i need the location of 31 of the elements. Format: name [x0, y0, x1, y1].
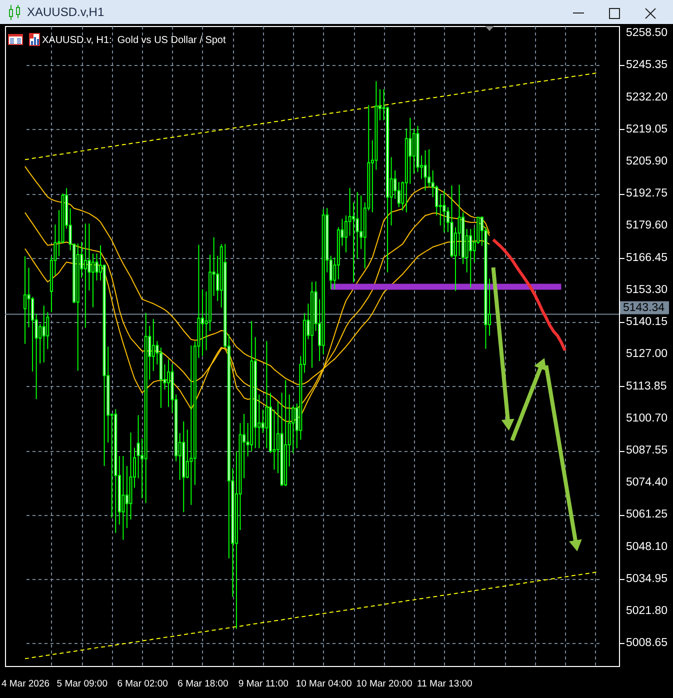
- y-tick-label: 5048.10: [626, 540, 668, 553]
- x-tick-label: 6 Mar 18:00: [178, 678, 228, 690]
- y-tick-label: 5008.65: [626, 637, 668, 650]
- y-tick-label: 5087.55: [626, 444, 668, 457]
- y-tick-label: 5034.95: [626, 572, 668, 585]
- x-tick-label: 5 Mar 09:00: [56, 678, 108, 690]
- y-tick-label: 5166.45: [626, 252, 668, 264]
- y-tick-label: 5127.00: [626, 348, 668, 360]
- y-tick-label: 5219.05: [626, 123, 668, 136]
- x-tick-label: 4 Mar 2026: [1, 678, 50, 690]
- y-tick-label: 5100.70: [626, 412, 668, 424]
- x-tick-label: 9 Mar 11:00: [238, 678, 288, 690]
- y-tick-label: 5140.15: [626, 316, 668, 328]
- x-tick-label: 6 Mar 02:00: [117, 678, 168, 690]
- y-tick-label: 5153.30: [626, 284, 668, 296]
- y-tick-label: 5113.85: [626, 380, 667, 392]
- x-tick-label: 11 Mar 13:00: [417, 678, 472, 690]
- y-tick-label: 5061.25: [626, 508, 668, 521]
- ref-line-label: 5143.34: [623, 302, 666, 314]
- y-tick-label: 5258.50: [626, 27, 668, 40]
- chart-title: XAUUSD.v,H1: [27, 5, 104, 19]
- y-tick-label: 5192.75: [626, 188, 668, 200]
- x-tick-label: 10 Mar 04:00: [296, 678, 352, 690]
- text: XAUUSD.v, H1: Gold vs US Dollar / Spot: [42, 35, 226, 47]
- y-tick-label: 5205.90: [626, 156, 668, 168]
- x-tick-label: 10 Mar 20:00: [356, 678, 412, 690]
- y-tick-label: 5232.20: [626, 91, 668, 104]
- y-tick-label: 5245.35: [626, 59, 668, 72]
- y-tick-label: 5021.80: [626, 605, 668, 618]
- y-tick-label: 5179.60: [626, 220, 668, 232]
- y-tick-label: 5074.40: [626, 476, 668, 489]
